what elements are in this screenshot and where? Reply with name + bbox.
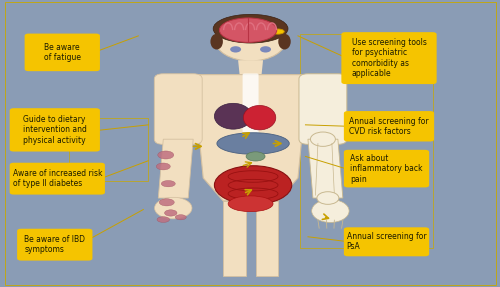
Text: Guide to dietary
intervention and
physical activity: Guide to dietary intervention and physic… xyxy=(23,115,86,145)
Text: Annual screening for
CVD risk factors: Annual screening for CVD risk factors xyxy=(349,117,429,136)
Circle shape xyxy=(230,46,241,53)
Ellipse shape xyxy=(214,16,286,61)
Ellipse shape xyxy=(220,18,277,42)
Circle shape xyxy=(310,132,336,146)
FancyBboxPatch shape xyxy=(344,227,429,256)
Text: Aware of increased risk
of type II diabetes: Aware of increased risk of type II diabe… xyxy=(12,169,102,188)
Ellipse shape xyxy=(246,152,265,161)
Text: Annual screening for
PsA: Annual screening for PsA xyxy=(346,232,426,251)
FancyBboxPatch shape xyxy=(242,73,258,145)
Text: Be aware
of fatigue: Be aware of fatigue xyxy=(44,43,81,62)
Polygon shape xyxy=(223,201,246,276)
FancyBboxPatch shape xyxy=(342,32,436,84)
Ellipse shape xyxy=(214,166,292,204)
Ellipse shape xyxy=(272,29,284,34)
Text: Ask about
inflammatory back
pain: Ask about inflammatory back pain xyxy=(350,154,423,183)
Ellipse shape xyxy=(164,210,177,216)
Ellipse shape xyxy=(158,151,174,159)
Ellipse shape xyxy=(160,199,174,206)
Ellipse shape xyxy=(157,217,170,222)
Polygon shape xyxy=(308,139,343,198)
FancyBboxPatch shape xyxy=(10,108,100,152)
Polygon shape xyxy=(238,60,263,75)
Polygon shape xyxy=(158,139,193,198)
Ellipse shape xyxy=(278,34,290,50)
FancyBboxPatch shape xyxy=(344,111,434,141)
FancyBboxPatch shape xyxy=(154,74,202,144)
Ellipse shape xyxy=(214,103,252,129)
Polygon shape xyxy=(193,75,308,201)
Ellipse shape xyxy=(244,106,276,130)
Ellipse shape xyxy=(228,196,273,212)
Text: Use screening tools
for psychiatric
comorbidity as
applicable: Use screening tools for psychiatric como… xyxy=(352,38,426,78)
Circle shape xyxy=(317,192,339,204)
Ellipse shape xyxy=(210,34,223,50)
FancyBboxPatch shape xyxy=(17,229,92,261)
Ellipse shape xyxy=(217,133,289,154)
FancyBboxPatch shape xyxy=(299,74,347,144)
FancyBboxPatch shape xyxy=(344,150,429,187)
Ellipse shape xyxy=(176,215,186,220)
Circle shape xyxy=(260,46,271,53)
Ellipse shape xyxy=(156,163,170,170)
Ellipse shape xyxy=(312,199,349,222)
Ellipse shape xyxy=(213,14,288,43)
FancyBboxPatch shape xyxy=(24,34,100,71)
Text: Be aware of IBD
symptoms: Be aware of IBD symptoms xyxy=(24,235,86,254)
FancyBboxPatch shape xyxy=(10,163,105,195)
Ellipse shape xyxy=(154,197,192,219)
Polygon shape xyxy=(256,201,278,276)
Ellipse shape xyxy=(162,181,175,187)
